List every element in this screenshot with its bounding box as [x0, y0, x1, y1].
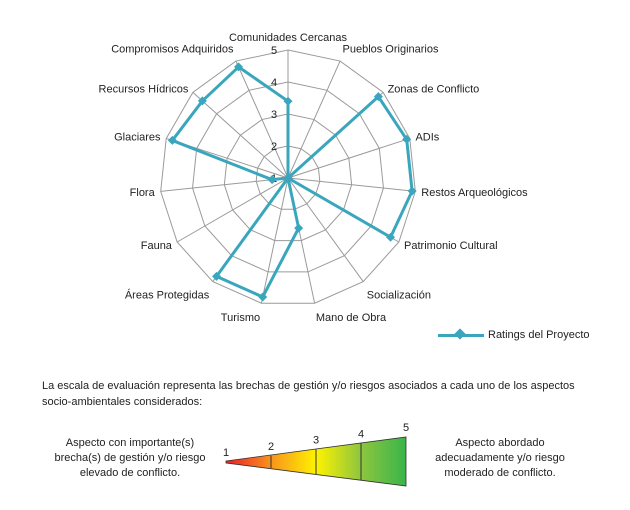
grid-spoke	[260, 177, 289, 304]
category-label: Glaciares	[114, 132, 161, 144]
data-point	[294, 223, 304, 233]
data-point	[402, 134, 412, 144]
category-label: Comunidades Cercanas	[229, 32, 348, 44]
category-label: Zonas de Conflicto	[388, 83, 480, 95]
category-label: Turismo	[221, 312, 260, 324]
series-line	[170, 65, 414, 299]
data-point	[283, 96, 293, 106]
grid-spoke	[287, 177, 416, 192]
gauge-level-label: 4	[358, 428, 364, 440]
grid-ring	[160, 49, 416, 304]
grid-spoke	[192, 91, 289, 179]
legend-series-marker	[438, 328, 484, 342]
grid-spoke	[287, 137, 410, 179]
grid-spoke	[287, 60, 341, 179]
category-label: Flora	[130, 187, 156, 199]
category-label: Compromisos Adquiridos	[111, 44, 234, 56]
data-point	[407, 186, 417, 196]
grid-ring	[192, 81, 384, 273]
chart-legend: Ratings del Proyecto	[438, 328, 590, 342]
scale-description: La escala de evaluación representa las b…	[42, 380, 575, 408]
gauge-level-label: 5	[403, 422, 409, 434]
grid-spoke	[235, 60, 289, 179]
grid-spoke	[160, 177, 289, 192]
data-point	[197, 96, 207, 106]
axis-tick-label: 3	[271, 109, 277, 121]
axis-tick-label: 2	[271, 141, 277, 153]
data-point	[212, 271, 222, 281]
category-label: ADIs	[415, 132, 439, 144]
data-point	[167, 135, 177, 145]
legend-series-label: Ratings del Proyecto	[488, 329, 590, 341]
axis-tick-label: 4	[271, 77, 277, 89]
data-point	[258, 292, 268, 302]
data-point	[373, 92, 383, 102]
category-label: Mano de Obra	[316, 312, 387, 324]
data-point	[234, 62, 244, 72]
data-point	[267, 175, 277, 185]
category-label: Recursos Hídricos	[99, 83, 189, 95]
category-label: Fauna	[141, 240, 173, 252]
grid-ring	[255, 145, 321, 210]
grid-spoke	[176, 177, 289, 243]
data-point	[386, 232, 396, 242]
axis-tick-label: 5	[271, 45, 277, 57]
category-label: Patrimonio Cultural	[404, 240, 498, 252]
data-point	[283, 173, 293, 183]
high-score-description: Aspecto abordado adecuadamente y/o riesg…	[435, 437, 565, 479]
low-score-description: Aspecto con importante(s) brecha(s) de g…	[54, 437, 206, 479]
category-label: Restos Arqueológicos	[421, 187, 528, 199]
category-label: Pueblos Originarios	[343, 44, 439, 56]
category-label: Áreas Protegidas	[125, 288, 210, 301]
grid-spoke	[287, 177, 364, 282]
gauge-level-label: 3	[313, 435, 319, 447]
gauge-level-label: 2	[268, 441, 274, 453]
category-label: Socialización	[367, 289, 431, 301]
grid-ring	[223, 113, 353, 242]
gauge-level-label: 1	[223, 447, 229, 459]
